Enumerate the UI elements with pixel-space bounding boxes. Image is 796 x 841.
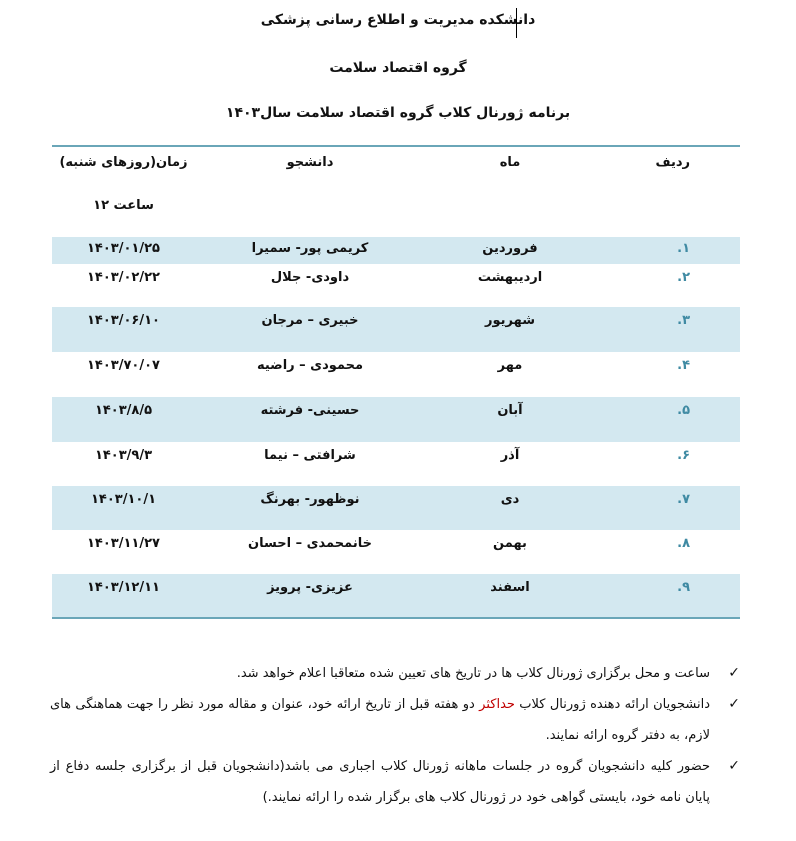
row-date: ۱۴۰۳/۱۲/۱۱ [52,574,195,618]
row-student: نوظهور- بهرنگ [195,486,425,530]
row-number: ۱. [595,237,740,264]
row-number: ۸. [677,536,690,551]
check-icon: ✓ [728,758,740,774]
row-student: محمودی – راضیه [256,358,364,373]
note-text: ساعت و محل برگزاری ژورنال کلاب ها در تار… [236,666,710,681]
note-3: ✓ حضور کلیه دانشجویان گروه در جلسات ماهان… [50,751,740,813]
row-month: بهمن [493,536,527,551]
text-cursor [516,8,517,38]
row-student: عزیزی- پرویز [195,574,425,618]
table-row: ۱. فروردین کریمی پور- سمیرا ۱۴۰۳/۰۱/۲۵ [52,237,740,264]
note-text: دو هفته قبل از تاریخ ارائه خود، عنوان و … [50,697,710,743]
row-date: ۱۴۰۳/۱۱/۲۷ [87,536,160,551]
table-row: ۴. مهر محمودی – راضیه ۱۴۰۳/۷۰/۰۷ [52,352,740,397]
row-date: ۱۴۰۳/۰۱/۲۵ [52,237,195,264]
row-number: ۴. [677,358,690,373]
row-student: داودی- جلال [270,270,350,285]
row-date: ۱۴۰۳/۹/۳ [94,448,153,463]
row-student: حسینی- فرشته [195,397,425,442]
row-month: اسفند [425,574,595,618]
header-student: دانشجو [286,155,334,170]
note-1: ✓ ساعت و محل برگزاری ژورنال کلاب ها در تا… [50,658,740,689]
table-row: ۷. دی نوظهور- بهرنگ ۱۴۰۳/۱۰/۱ [52,486,740,530]
row-date: ۱۴۰۳/۰۲/۲۲ [87,270,160,285]
row-student: شرافتی – نیما [264,448,356,463]
header-row: ردیف [655,155,690,170]
row-number: ۷. [595,486,740,530]
table-row: ۹. اسفند عزیزی- پرویز ۱۴۰۳/۱۲/۱۱ [52,574,740,618]
check-icon: ✓ [728,665,740,681]
check-icon: ✓ [728,696,740,712]
row-student: کریمی پور- سمیرا [195,237,425,264]
row-date: ۱۴۰۳/۸/۵ [52,397,195,442]
note-emphasis: حداکثر [479,697,515,712]
group-title: گروه اقتصاد سلامت [329,60,467,76]
row-month: مهر [497,358,523,373]
row-number: ۶. [677,448,690,463]
row-number: ۳. [595,307,740,352]
row-student: خبیری – مرجان [195,307,425,352]
table-row: ۲. اردیبهشت داودی- جلال ۱۴۰۳/۰۲/۲۲ [52,264,740,307]
row-student: خانمحمدی – احسان [248,536,372,551]
table-row: ۵. آبان حسینی- فرشته ۱۴۰۳/۸/۵ [52,397,740,442]
row-month: شهریور [425,307,595,352]
notes-list: ✓ ساعت و محل برگزاری ژورنال کلاب ها در تا… [50,658,740,813]
row-month: دی [425,486,595,530]
table-row: ۳. شهریور خبیری – مرجان ۱۴۰۳/۰۶/۱۰ [52,307,740,352]
program-title: برنامه ژورنال کلاب گروه اقتصاد سلامت سال… [225,105,571,121]
row-number: ۵. [595,397,740,442]
note-2: ✓ دانشجویان ارائه دهنده ژورنال کلاب حداکث… [50,689,740,751]
row-date: ۱۴۰۳/۷۰/۰۷ [87,358,160,373]
row-month: آذر [500,448,520,463]
row-month: فروردین [425,237,595,264]
note-text: دانشجویان ارائه دهنده ژورنال کلاب [514,697,710,712]
row-date: ۱۴۰۳/۰۶/۱۰ [52,307,195,352]
row-month: آبان [425,397,595,442]
table-row: ۶. آذر شرافتی – نیما ۱۴۰۳/۹/۳ [52,442,740,486]
header-month: ماه [499,155,521,170]
table-header: ردیف ماه دانشجو زمان(روزهای شنبه) ساعت ۱۲ [52,146,740,237]
table-row: ۸. بهمن خانمحمدی – احسان ۱۴۰۳/۱۱/۲۷ [52,530,740,574]
row-number: ۹. [595,574,740,618]
header-time-label: زمان(روزهای شنبه) [59,155,188,170]
row-number: ۲. [677,270,690,285]
header-time-sub: ساعت ۱۲ [93,198,154,213]
note-text: حضور کلیه دانشجویان گروه در جلسات ماهانه… [50,759,710,805]
schedule-table: ردیف ماه دانشجو زمان(روزهای شنبه) ساعت ۱۲… [52,145,740,619]
faculty-title: دانشکده مدیریت و اطلاع رسانی پزشکی [260,12,536,28]
header-time: زمان(روزهای شنبه) ساعت ۱۲ [52,147,195,213]
row-month: اردیبهشت [477,270,543,285]
row-date: ۱۴۰۳/۱۰/۱ [52,486,195,530]
